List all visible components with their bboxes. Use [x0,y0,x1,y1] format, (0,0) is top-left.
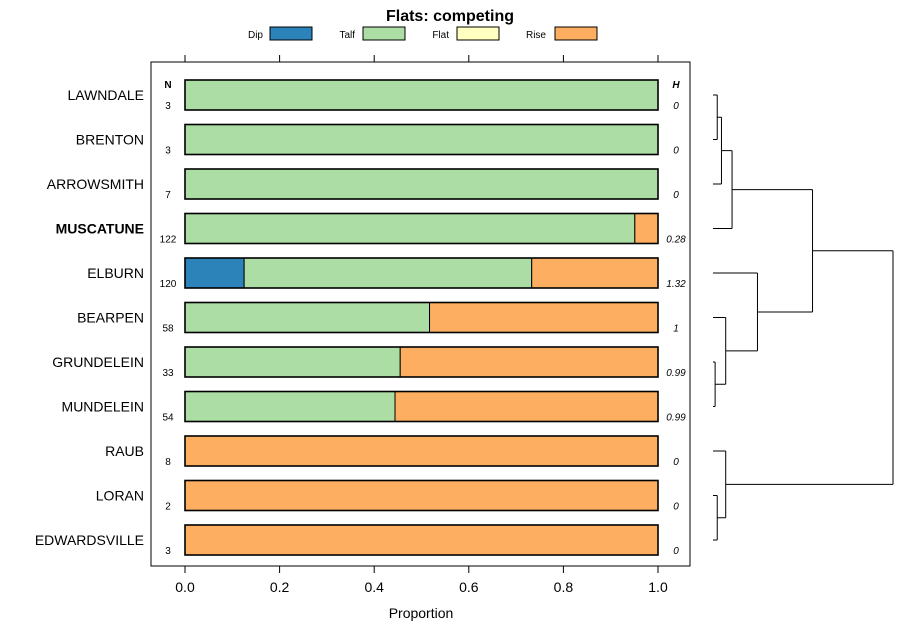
n-value-grundelein: 33 [162,368,174,379]
n-value-arrowsmith: 7 [165,190,171,201]
bar-outline-bearpen [184,301,659,334]
bar-segment-loran-rise [184,480,659,511]
bar-outline-raub [184,435,659,467]
n-value-edwardsville: 3 [165,546,171,557]
row-label-brenton: BRENTON [76,132,144,148]
n-value-mundelein: 54 [162,413,174,424]
bar-segment-muscatune-rise [634,213,659,244]
n-value-lawndale: 3 [165,101,171,112]
dendrogram [713,94,894,541]
bar-segment-elburn-talf [243,257,533,289]
x-tick-label: 0.0 [175,579,195,595]
plot-area: 0.0 0.2 0.4 0.6 0.8 1.0 N H LAWNDALE 3 0 BRENTON 3 0 A… [35,55,691,595]
bar-segment-grundelein-talf [184,346,401,378]
legend-label-flat: Flat [432,30,449,41]
row-label-edwardsville: EDWARDSVILLE [35,532,144,548]
bar-outline-grundelein [184,346,659,378]
bar-outline-brenton [184,123,659,156]
bar-segment-mundelein-talf [184,391,396,422]
legend-swatch-dip [269,26,313,41]
legend: Dip Talf Flat Rise [248,26,598,41]
bar-outline-lawndale [184,79,659,111]
bar-segment-brenton-talf [184,124,659,155]
bar-segment-bearpen-talf [184,302,431,333]
row-label-loran: LORAN [96,488,144,504]
row-label-lawndale: LAWNDALE [67,87,144,103]
h-value-mundelein: 0.99 [666,413,686,424]
h-value-arrowsmith: 0 [673,190,679,201]
bar-outline-elburn [184,257,659,289]
bar-segment-muscatune-talf [184,213,636,244]
legend-swatch-talf [362,26,406,41]
n-value-muscatune: 122 [160,235,177,246]
chart-title: Flats: competing [386,8,514,25]
row-label-muscatune: MUSCATUNE [56,221,144,237]
row-label-mundelein: MUNDELEIN [62,399,144,415]
bar-segment-elburn-rise [531,257,659,289]
h-column-header: H [672,80,680,91]
bar-segment-grundelein-rise [399,346,659,378]
legend-label-talf: Talf [339,30,355,41]
h-value-elburn: 1.32 [666,279,686,290]
n-value-brenton: 3 [165,146,171,157]
h-value-lawndale: 0 [673,101,679,112]
bar-outline-arrowsmith [184,168,659,200]
legend-swatch-flat [456,26,500,41]
bar-outline-loran [184,479,659,512]
bar-segment-lawndale-talf [184,79,659,111]
x-axis-label: Proportion [389,605,454,621]
plot-frame [150,61,691,567]
h-value-edwardsville: 0 [673,546,679,557]
bar-outline-edwardsville [184,524,659,556]
x-tick-label: 0.6 [459,579,479,595]
row-label-grundelein: GRUNDELEIN [52,354,144,370]
h-value-muscatune: 0.28 [666,235,686,246]
h-value-bearpen: 1 [673,324,679,335]
row-label-raub: RAUB [105,443,144,459]
bar-segment-arrowsmith-talf [184,168,659,200]
bar-outline-muscatune [184,212,659,245]
x-tick-label: 0.2 [270,579,290,595]
bar-outline-mundelein [184,390,659,423]
h-value-loran: 0 [673,502,679,513]
h-value-grundelein: 0.99 [666,368,686,379]
legend-swatch-rise [554,26,598,41]
legend-label-dip: Dip [248,30,263,41]
n-column-header: N [164,80,171,91]
row-label-bearpen: BEARPEN [77,310,144,326]
n-value-bearpen: 58 [162,324,174,335]
h-value-brenton: 0 [673,146,679,157]
n-value-raub: 8 [165,457,171,468]
x-tick-label: 0.4 [364,579,384,595]
bar-segment-bearpen-rise [429,302,659,333]
n-value-loran: 2 [165,502,171,513]
row-label-elburn: ELBURN [87,265,144,281]
n-value-elburn: 120 [160,279,177,290]
bar-segment-edwardsville-rise [184,524,659,556]
x-tick-label: 1.0 [648,579,668,595]
x-tick-label: 0.8 [554,579,574,595]
row-label-arrowsmith: ARROWSMITH [47,176,144,192]
bar-segment-elburn-dip [184,257,245,289]
bar-segment-mundelein-rise [394,391,659,422]
bar-segment-raub-rise [184,435,659,467]
legend-label-rise: Rise [526,30,546,41]
h-value-raub: 0 [673,457,679,468]
